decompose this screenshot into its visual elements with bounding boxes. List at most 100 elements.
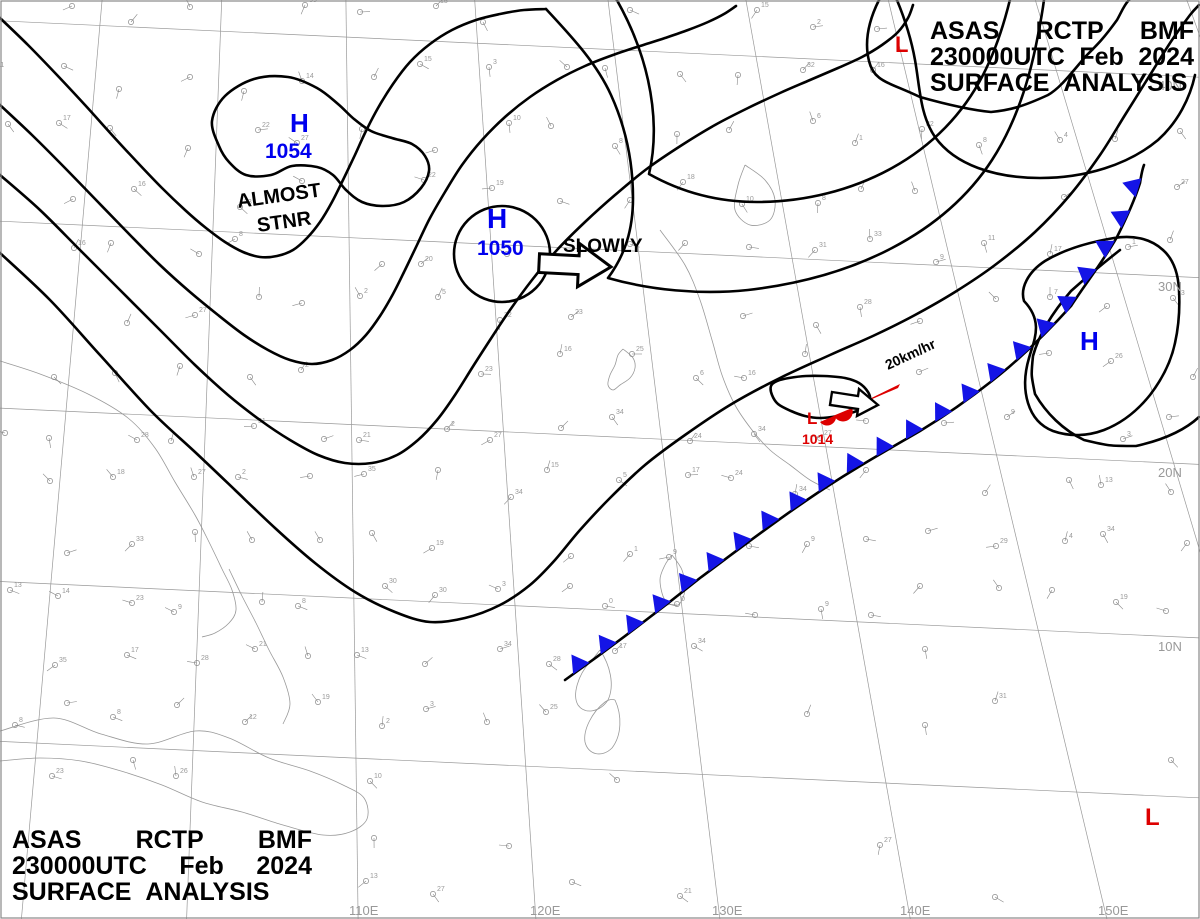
svg-text:31: 31 [999,693,1007,700]
svg-text:8: 8 [117,709,121,716]
svg-text:10N: 10N [1158,639,1182,654]
svg-text:13: 13 [1105,477,1113,484]
svg-text:2: 2 [242,469,246,476]
svg-text:19: 19 [322,694,330,701]
svg-text:26: 26 [1115,353,1123,360]
svg-text:34: 34 [758,426,766,433]
svg-text:1054: 1054 [265,140,312,163]
svg-text:15: 15 [424,56,432,63]
svg-text:1014: 1014 [802,431,833,447]
svg-text:23: 23 [485,366,493,373]
svg-text:9: 9 [825,601,829,608]
svg-text:9: 9 [940,254,944,261]
svg-text:8: 8 [822,195,826,202]
svg-text:35: 35 [59,657,67,664]
svg-text:19: 19 [496,180,504,187]
svg-text:2: 2 [817,19,821,26]
svg-text:34: 34 [799,486,807,493]
svg-text:150E: 150E [1098,903,1129,918]
svg-text:15: 15 [761,2,769,9]
svg-text:2: 2 [386,718,390,725]
svg-text:3: 3 [1127,431,1131,438]
svg-text:L: L [807,409,817,428]
svg-text:17: 17 [131,647,139,654]
svg-text:8: 8 [19,717,23,724]
svg-text:11: 11 [988,235,995,242]
svg-text:1050: 1050 [477,237,524,260]
svg-text:34: 34 [515,489,523,496]
svg-text:28: 28 [864,299,872,306]
svg-text:9: 9 [673,549,677,556]
svg-text:13: 13 [370,873,378,880]
svg-text:0: 0 [609,598,613,605]
svg-text:110E: 110E [349,903,379,918]
svg-text:13: 13 [361,647,369,654]
svg-text:17: 17 [619,643,627,650]
svg-text:12: 12 [249,714,257,721]
svg-text:27: 27 [199,307,207,314]
svg-text:2: 2 [364,288,368,295]
svg-text:25: 25 [636,346,644,353]
svg-text:27: 27 [198,469,206,476]
svg-text:1: 1 [1132,239,1136,246]
svg-text:8: 8 [619,138,623,145]
svg-text:6: 6 [817,113,821,120]
svg-text:H: H [487,203,507,234]
svg-text:10: 10 [374,773,382,780]
svg-text:16: 16 [78,240,86,247]
svg-text:30: 30 [389,578,397,585]
svg-text:8: 8 [239,231,243,238]
svg-text:31: 31 [819,242,827,249]
svg-text:35: 35 [368,466,376,473]
svg-text:1: 1 [859,135,863,142]
svg-text:16: 16 [564,346,572,353]
svg-text:32: 32 [807,62,815,69]
svg-text:34: 34 [616,409,624,416]
svg-text:18: 18 [117,469,125,476]
svg-text:18: 18 [687,174,695,181]
svg-text:8: 8 [983,137,987,144]
svg-text:21: 21 [363,432,371,439]
svg-text:19: 19 [1120,594,1128,601]
svg-text:21: 21 [684,888,692,895]
svg-text:34: 34 [504,641,512,648]
svg-text:4: 4 [1069,533,1073,540]
svg-text:120E: 120E [530,903,561,918]
svg-text:23: 23 [56,768,64,775]
svg-text:130E: 130E [712,903,743,918]
svg-text:34: 34 [698,638,706,645]
svg-text:8: 8 [302,598,306,605]
svg-text:140E: 140E [900,903,931,918]
svg-text:27: 27 [437,886,445,893]
svg-text:9: 9 [1011,409,1015,416]
svg-text:30: 30 [439,587,447,594]
svg-text:26: 26 [180,768,188,775]
svg-text:10: 10 [513,115,521,122]
svg-text:5: 5 [442,289,446,296]
svg-text:1: 1 [634,546,638,553]
svg-text:29: 29 [1000,538,1008,545]
svg-text:17: 17 [63,115,71,122]
svg-text:15: 15 [551,462,559,469]
svg-text:20N: 20N [1158,465,1182,480]
svg-text:27: 27 [1181,179,1189,186]
svg-text:30N: 30N [1158,279,1182,294]
svg-text:0: 0 [681,596,685,603]
svg-text:H: H [1080,326,1099,356]
svg-text:16: 16 [748,370,756,377]
svg-text:16: 16 [877,62,885,69]
svg-text:6: 6 [700,370,704,377]
svg-text:4: 4 [1064,132,1068,139]
svg-text:21: 21 [259,641,267,648]
svg-text:34: 34 [1107,526,1115,533]
svg-text:13: 13 [14,582,22,589]
svg-text:24: 24 [694,433,702,440]
svg-text:SLOWLY: SLOWLY [563,236,643,257]
svg-text:L: L [1145,804,1160,831]
svg-text:7: 7 [1054,289,1058,296]
svg-text:23: 23 [136,595,144,602]
svg-text:25: 25 [550,704,558,711]
svg-text:20: 20 [425,256,433,263]
svg-text:5: 5 [623,472,627,479]
svg-text:23: 23 [575,309,583,316]
